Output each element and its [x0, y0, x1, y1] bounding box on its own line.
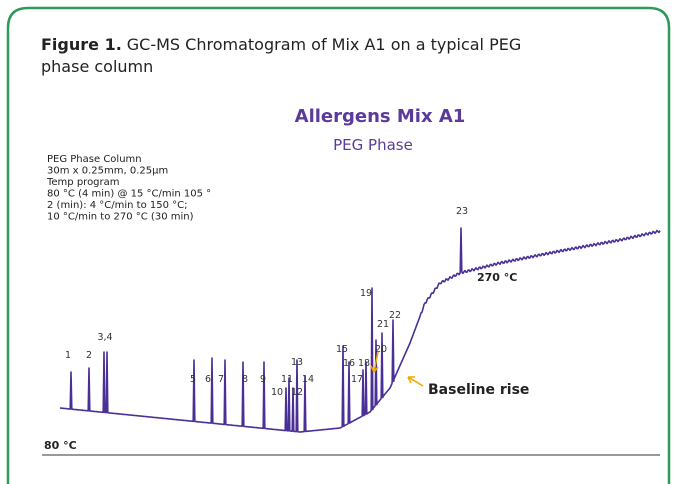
peak-label: 16 — [343, 358, 355, 369]
annotation-arrow — [407, 376, 424, 387]
peak-label: 1 — [65, 350, 71, 361]
peak-label: 7 — [218, 374, 224, 385]
method-note: 10 °C/min to 270 °C (30 min) — [47, 212, 194, 223]
peak-label: 21 — [377, 319, 389, 330]
chart-title: Allergens Mix A1 — [295, 106, 466, 127]
annotation: Baseline rise — [428, 382, 529, 398]
end-temp: 270 °C — [477, 271, 517, 284]
peak-label: 2 — [86, 350, 92, 361]
caption-text: GC-MS Chromatogram of Mix A1 on a typica… — [127, 35, 521, 54]
peak-label: 13 — [291, 357, 303, 368]
chromatogram-trace — [59, 227, 661, 433]
annotation-arrow — [370, 351, 379, 373]
peak-label: 3,4 — [97, 332, 112, 343]
caption-text: phase column — [41, 57, 153, 76]
peak-label: 11 — [281, 374, 293, 385]
peak-label: 23 — [456, 206, 468, 217]
peak-label: 6 — [205, 374, 211, 385]
method-note: 2 (min): 4 °C/min to 150 °C; — [47, 200, 188, 211]
method-note: 30m x 0.25mm, 0.25µm — [47, 166, 168, 177]
peak-label: 10 — [271, 387, 283, 398]
peak-label: 20 — [375, 344, 387, 355]
method-note: PEG Phase Column — [47, 154, 142, 165]
figure-caption: Figure 1. GC-MS Chromatogram of Mix A1 on… — [41, 35, 521, 54]
method-note: 80 °C (4 min) @ 15 °C/min 105 ° — [47, 189, 211, 200]
peak-label: 15 — [336, 344, 348, 355]
start-temp: 80 °C — [44, 439, 77, 452]
peak-label: 12 — [291, 387, 303, 398]
peak-label: 19 — [360, 288, 372, 299]
chart-subtitle: PEG Phase — [333, 136, 413, 154]
peak-label: 18 — [358, 358, 370, 369]
peak-label: 9 — [260, 374, 266, 385]
peak-label: 22 — [389, 310, 401, 321]
method-note: Temp program — [46, 177, 120, 188]
peak-label: 8 — [242, 374, 248, 385]
peak-label: 17 — [351, 374, 363, 385]
figure-label: Figure 1. — [41, 35, 122, 54]
peak-label: 14 — [302, 374, 314, 385]
peak-label: 5 — [190, 374, 196, 385]
card-border — [6, 6, 671, 484]
